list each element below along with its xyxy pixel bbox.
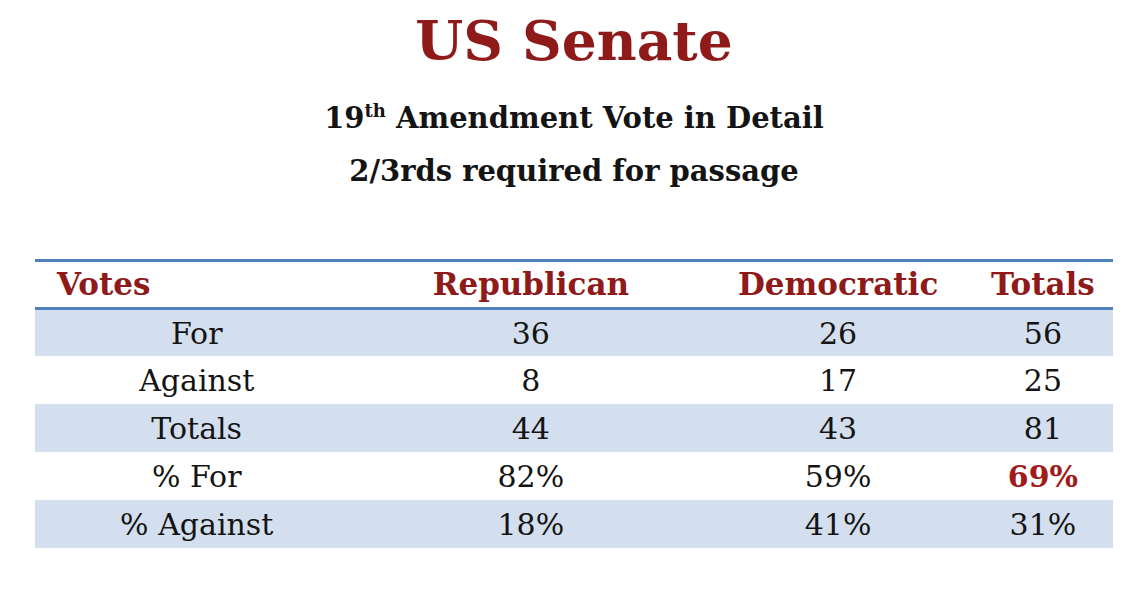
row-label-pct-against: % Against [35, 500, 358, 548]
table-row-pct-against: % Against 18% 41% 31% [35, 500, 1113, 548]
row-label-for: For [35, 308, 358, 356]
table-row-for: For 36 26 56 [35, 308, 1113, 356]
cell-against-democratic: 17 [703, 356, 973, 404]
cell-pct-against-totals: 31% [973, 500, 1113, 548]
cell-for-democratic: 26 [703, 308, 973, 356]
table-row-pct-for: % For 82% 59% 69% [35, 452, 1113, 500]
cell-pct-against-republican: 18% [358, 500, 703, 548]
column-header-votes: Votes [35, 260, 358, 308]
cell-totals-republican: 44 [358, 404, 703, 452]
subtitle-ordinal-superscript: th [365, 100, 386, 121]
subtitle-text: Amendment Vote in Detail [386, 101, 824, 135]
table-row-against: Against 8 17 25 [35, 356, 1113, 404]
cell-pct-for-democratic: 59% [703, 452, 973, 500]
cell-pct-against-democratic: 41% [703, 500, 973, 548]
column-header-democratic: Democratic [703, 260, 973, 308]
subtitle-requirement: 2/3rds required for passage [0, 153, 1148, 191]
row-label-pct-for: % For [35, 452, 358, 500]
column-header-totals: Totals [973, 260, 1113, 308]
cell-for-totals: 56 [973, 308, 1113, 356]
cell-against-totals: 25 [973, 356, 1113, 404]
table-header-row: Votes Republican Democratic Totals [35, 260, 1113, 308]
table-row-totals: Totals 44 43 81 [35, 404, 1113, 452]
row-label-against: Against [35, 356, 358, 404]
cell-totals-democratic: 43 [703, 404, 973, 452]
row-label-totals: Totals [35, 404, 358, 452]
cell-against-republican: 8 [358, 356, 703, 404]
cell-pct-for-republican: 82% [358, 452, 703, 500]
senate-vote-table: Votes Republican Democratic Totals For 3… [35, 259, 1113, 549]
subtitle-amendment: 19th Amendment Vote in Detail [0, 100, 1148, 138]
column-header-republican: Republican [358, 260, 703, 308]
subtitle-number: 19 [324, 101, 364, 135]
cell-pct-for-totals-highlighted: 69% [973, 452, 1113, 500]
cell-totals-totals: 81 [973, 404, 1113, 452]
page-title: US Senate [0, 10, 1148, 72]
cell-for-republican: 36 [358, 308, 703, 356]
